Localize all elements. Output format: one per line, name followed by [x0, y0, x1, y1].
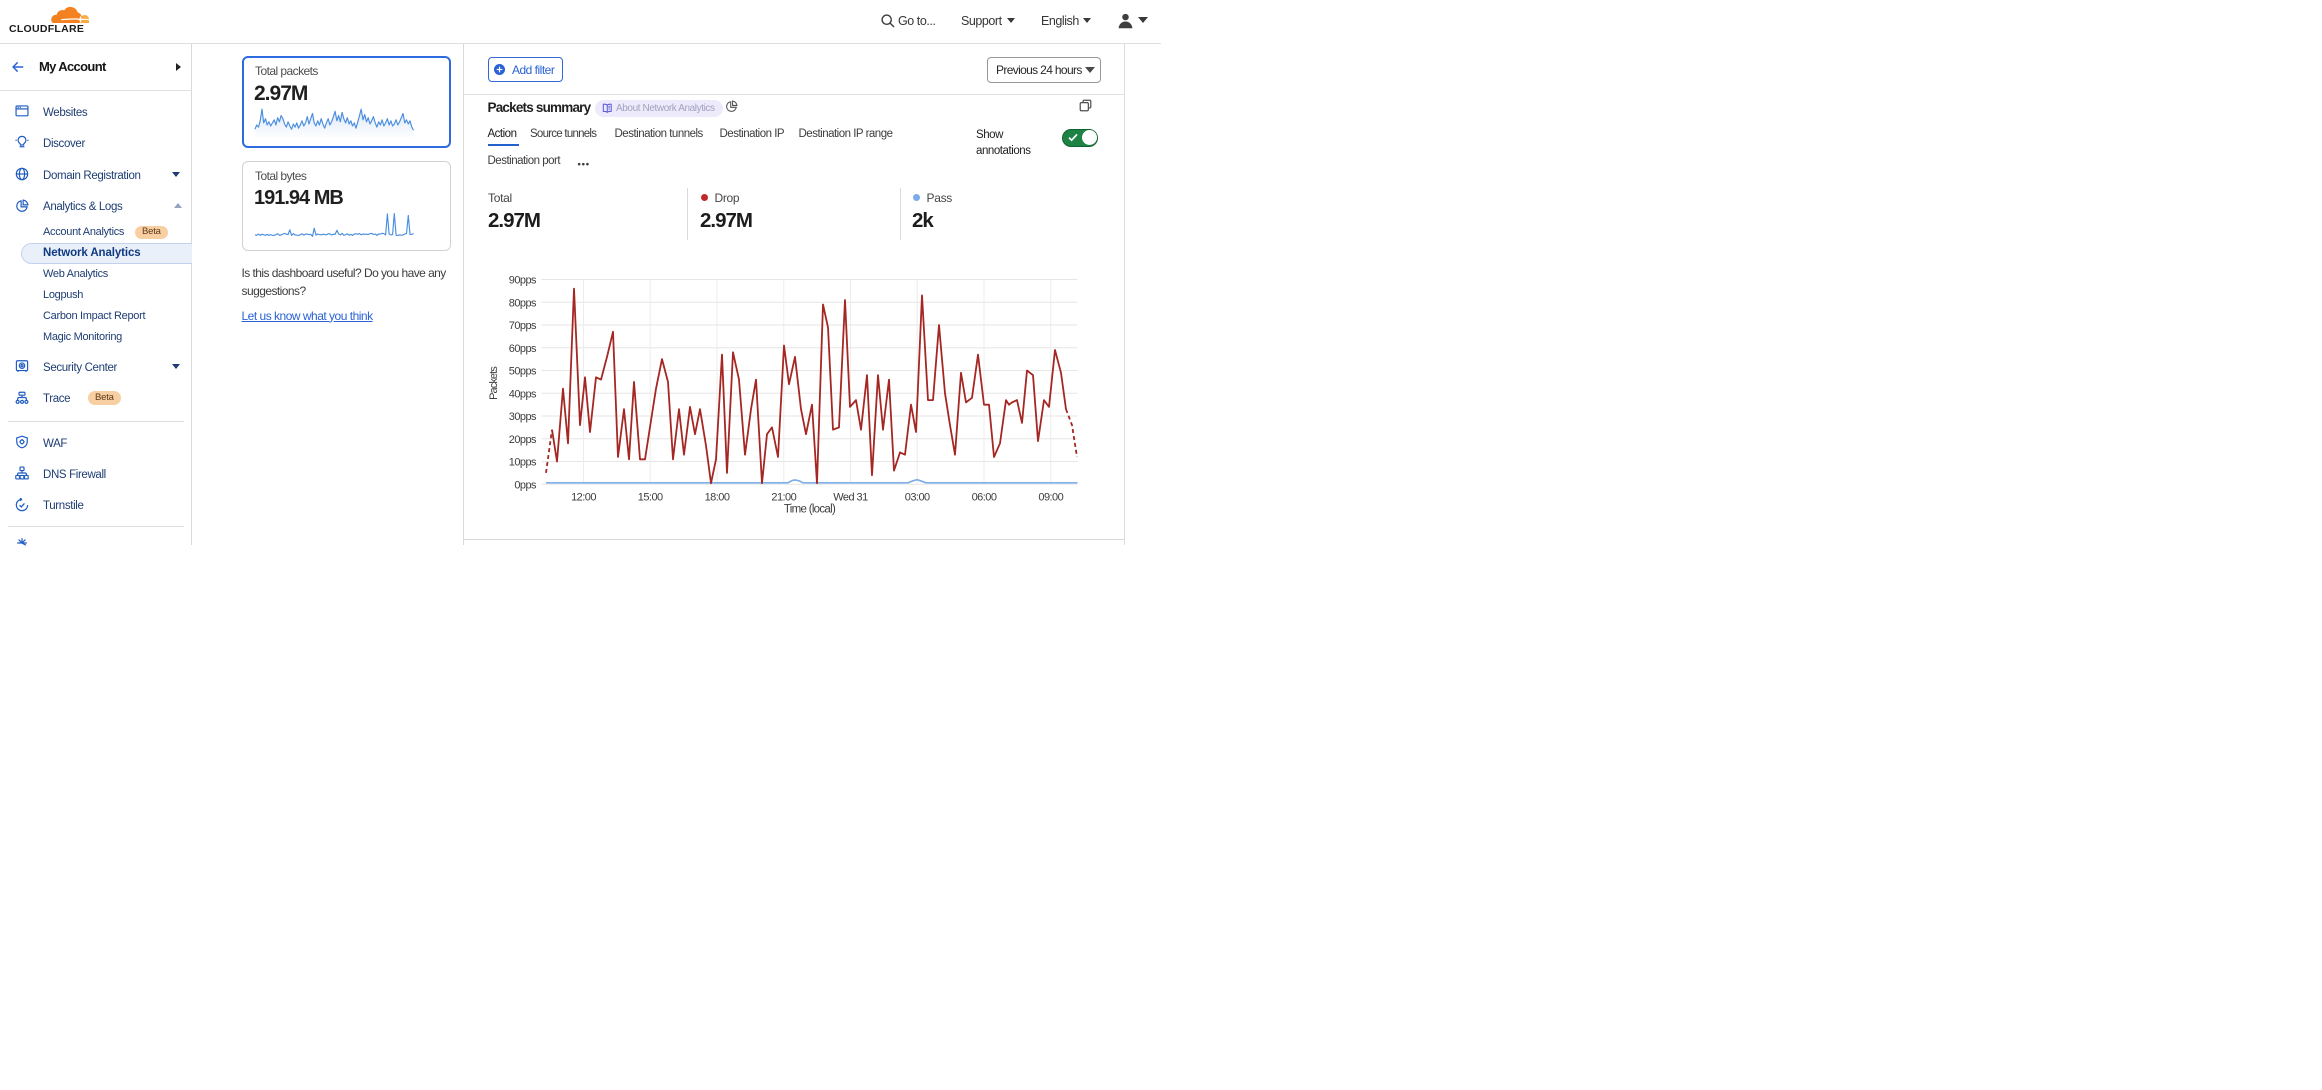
svg-text:06:00: 06:00: [972, 492, 997, 504]
svg-text:80pps: 80pps: [509, 297, 537, 309]
svg-text:60pps: 60pps: [509, 343, 537, 355]
svg-text:12:00: 12:00: [571, 492, 596, 504]
svg-text:50pps: 50pps: [509, 366, 537, 378]
svg-text:15:00: 15:00: [638, 492, 663, 504]
svg-text:90pps: 90pps: [509, 275, 537, 287]
svg-text:03:00: 03:00: [905, 492, 930, 504]
svg-text:Wed 31: Wed 31: [833, 492, 868, 504]
svg-text:Packets: Packets: [488, 366, 500, 400]
svg-text:18:00: 18:00: [705, 492, 730, 504]
svg-text:20pps: 20pps: [509, 434, 537, 446]
svg-text:Time (local): Time (local): [784, 504, 836, 516]
svg-text:40pps: 40pps: [509, 388, 537, 400]
svg-text:09:00: 09:00: [1038, 492, 1063, 504]
svg-text:70pps: 70pps: [509, 320, 537, 332]
svg-text:0pps: 0pps: [514, 479, 537, 491]
svg-text:30pps: 30pps: [509, 411, 537, 423]
svg-text:10pps: 10pps: [509, 457, 537, 469]
svg-text:21:00: 21:00: [771, 492, 796, 504]
